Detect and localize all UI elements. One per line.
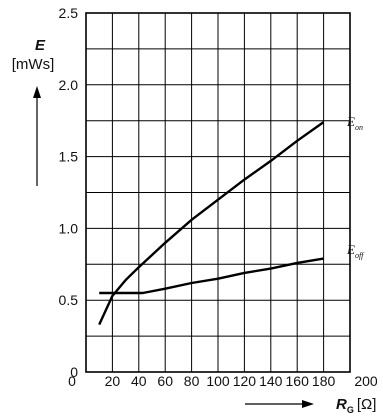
series-label-e-off-subscript: off xyxy=(355,251,365,260)
y-tick-label: 2.0 xyxy=(59,77,79,93)
series-label-e-on-subscript: on xyxy=(355,123,363,132)
x-tick-label: 20 xyxy=(105,373,121,389)
y-tick-label: 1.0 xyxy=(59,220,79,236)
y-axis-unit: [mWs] xyxy=(12,56,55,73)
plot-frame xyxy=(85,12,351,373)
y-tick-labels: 0 0.5 1.0 1.5 2.0 2.5 xyxy=(59,5,79,380)
series-label-e-off-symbol: E xyxy=(346,242,355,257)
x-tick-label: 200 xyxy=(354,373,378,389)
x-tick-label: 100 xyxy=(206,373,230,389)
series-label-e-on: Eon xyxy=(346,114,363,132)
x-tick-label: 160 xyxy=(286,373,310,389)
y-tick-label: 2.5 xyxy=(59,5,79,21)
x-tick-labels: 0 20 40 60 80 100 120 140 160 180 200 xyxy=(68,373,378,389)
x-tick-label: 40 xyxy=(131,373,147,389)
x-tick-label: 140 xyxy=(259,373,283,389)
x-tick-label: 0 xyxy=(68,373,76,389)
x-tick-label: 60 xyxy=(157,373,173,389)
series-line-e-on xyxy=(98,121,325,326)
y-axis-arrow-head xyxy=(33,86,41,98)
series-label-e-on-symbol: E xyxy=(346,114,355,129)
y-tick-label: 0.5 xyxy=(59,292,79,308)
y-axis-symbol: E xyxy=(35,37,46,54)
series-label-e-off: Eoff xyxy=(346,242,365,260)
x-tick-label: 80 xyxy=(184,373,200,389)
x-tick-label: 120 xyxy=(233,373,257,389)
series-line-e-off xyxy=(99,257,324,295)
x-axis-arrow-head xyxy=(302,400,314,408)
grid-lines xyxy=(86,13,350,372)
x-axis-symbol: R xyxy=(336,396,347,413)
y-tick-label: 1.5 xyxy=(59,149,79,165)
x-axis-title: RG [Ω] xyxy=(336,396,376,415)
y-tick-label: 0 xyxy=(70,364,78,380)
x-axis-subscript: G xyxy=(347,405,354,415)
x-axis-unit: [Ω] xyxy=(357,396,377,413)
x-tick-label: 180 xyxy=(312,373,336,389)
